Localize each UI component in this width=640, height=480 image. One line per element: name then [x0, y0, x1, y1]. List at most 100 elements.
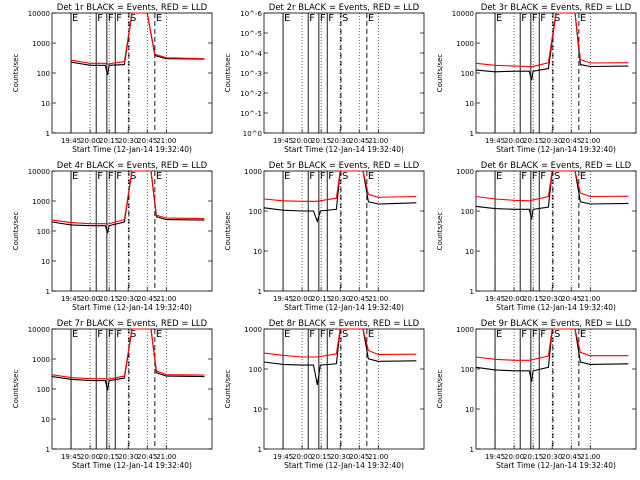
series-line-lld	[475, 170, 629, 202]
y-axis-label: Counts/sec	[436, 54, 444, 93]
y-tick-label: 10000	[28, 326, 50, 334]
x-tick-label: 20:30	[330, 137, 350, 145]
x-tick-label: 19:45	[61, 137, 81, 145]
x-tick-label: 20:15	[311, 295, 331, 303]
y-tick-label: 100	[461, 70, 474, 78]
y-tick-label: 1	[258, 446, 262, 454]
marker-label: E	[284, 13, 290, 24]
y-tick-label: 10	[253, 248, 262, 256]
plot-frame	[475, 328, 637, 450]
marker-label: F	[532, 13, 538, 24]
y-tick-label: 100	[461, 366, 474, 374]
x-axis-label: Start Time (12-Jan-14 19:32:40)	[72, 461, 192, 470]
plot-frame	[51, 328, 213, 450]
x-tick-label: 20:45	[561, 453, 581, 461]
plot-frame	[263, 170, 425, 292]
marker-label: F	[320, 329, 326, 340]
series-line-events	[475, 170, 629, 220]
y-tick-label: 10	[465, 406, 474, 414]
chart-panel-9: Det 9r BLACK = Events, RED = LLD 1 10 100 10…	[436, 319, 637, 470]
x-tick-label: 21:00	[580, 453, 600, 461]
marker-label: S	[130, 171, 136, 182]
x-tick-label: 21:00	[580, 137, 600, 145]
chart-title: Det 8r BLACK = Events, RED = LLD	[269, 319, 420, 329]
x-tick-label: 20:45	[561, 137, 581, 145]
y-tick-label: 10^-4	[240, 50, 262, 58]
y-axis-label: Counts/sec	[12, 212, 20, 251]
y-axis-label: Counts/sec	[224, 370, 232, 409]
series-line-lld	[475, 12, 629, 68]
marker-label: F	[108, 13, 114, 24]
y-tick-label: 100	[37, 228, 50, 236]
marker-label: F	[309, 13, 315, 24]
y-tick-label: 1	[46, 446, 50, 454]
y-axis-label: Counts/sec	[436, 370, 444, 409]
marker-label: F	[116, 171, 122, 182]
x-tick-label: 20:00	[504, 295, 524, 303]
marker-label: E	[368, 171, 374, 182]
x-tick-label: 21:00	[156, 453, 176, 461]
x-tick-label: 19:45	[485, 295, 505, 303]
y-tick-label: 1000	[32, 40, 50, 48]
plot-frame	[51, 12, 213, 134]
y-tick-label: 10^-2	[240, 90, 262, 98]
series-line-events	[70, 12, 205, 76]
marker-label: F	[532, 329, 538, 340]
series-line-events	[263, 170, 417, 224]
x-tick-label: 21:00	[156, 295, 176, 303]
marker-label: E	[72, 171, 78, 182]
x-tick-label: 20:45	[349, 137, 369, 145]
chart-panel-5: Det 5r BLACK = Events, RED = LLD 1 10 100 10…	[224, 161, 425, 312]
x-tick-label: 19:45	[273, 137, 293, 145]
marker-label: E	[156, 329, 162, 340]
plot-frame	[475, 170, 637, 292]
chart-panel-7: Det 7r BLACK = Events, RED = LLD 1 10 100 10…	[12, 319, 213, 470]
marker-label: S	[342, 329, 348, 340]
y-tick-label: 100	[37, 70, 50, 78]
x-axis-label: Start Time (12-Jan-14 19:32:40)	[72, 145, 192, 154]
x-tick-label: 20:30	[118, 295, 138, 303]
y-tick-label: 1000	[456, 40, 474, 48]
x-axis-label: Start Time (12-Jan-14 19:32:40)	[496, 145, 616, 154]
chart-title: Det 5r BLACK = Events, RED = LLD	[269, 161, 420, 171]
y-tick-label: 1000	[244, 168, 262, 176]
series-line-lld	[263, 328, 417, 358]
y-tick-label: 10^-5	[240, 30, 262, 38]
x-tick-label: 21:00	[368, 137, 388, 145]
y-tick-label: 10	[41, 258, 50, 266]
chart-title: Det 4r BLACK = Events, RED = LLD	[57, 161, 208, 171]
chart-panel-8: Det 8r BLACK = Events, RED = LLD 1 10 100 10…	[224, 319, 425, 470]
chart-title: Det 3r BLACK = Events, RED = LLD	[481, 3, 632, 13]
marker-label: E	[580, 329, 586, 340]
x-tick-label: 20:15	[311, 137, 331, 145]
marker-label: F	[521, 329, 527, 340]
y-tick-label: 10000	[28, 168, 50, 176]
y-tick-label: 10	[41, 416, 50, 424]
marker-label: F	[540, 171, 546, 182]
y-tick-label: 100	[37, 386, 50, 394]
chart-title: Det 2r BLACK = Events, RED = LLD	[269, 3, 420, 13]
chart-title: Det 7r BLACK = Events, RED = LLD	[57, 319, 208, 329]
marker-label: E	[496, 329, 502, 340]
x-tick-label: 20:00	[292, 453, 312, 461]
series-line-events	[475, 12, 629, 81]
marker-label: E	[72, 329, 78, 340]
x-tick-label: 20:00	[504, 453, 524, 461]
marker-label: F	[309, 171, 315, 182]
marker-label: E	[580, 171, 586, 182]
x-tick-label: 19:45	[485, 453, 505, 461]
y-tick-label: 10	[465, 248, 474, 256]
y-tick-label: 1	[258, 288, 262, 296]
y-tick-label: 10000	[452, 10, 474, 18]
x-tick-label: 20:45	[137, 453, 157, 461]
x-tick-label: 21:00	[368, 295, 388, 303]
x-tick-label: 20:30	[118, 453, 138, 461]
marker-label: S	[130, 13, 136, 24]
marker-label: F	[116, 13, 122, 24]
marker-label: S	[342, 13, 348, 24]
x-tick-label: 20:00	[80, 137, 100, 145]
marker-label: E	[72, 13, 78, 24]
marker-label: E	[156, 13, 162, 24]
marker-label: E	[496, 171, 502, 182]
x-tick-label: 20:30	[542, 137, 562, 145]
